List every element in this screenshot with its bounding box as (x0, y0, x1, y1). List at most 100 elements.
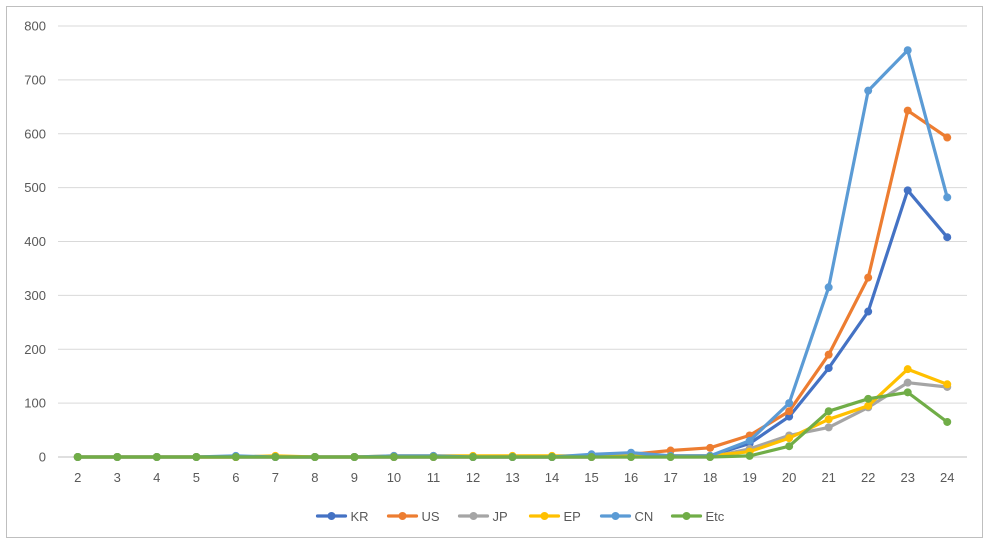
x-tick-label: 18 (703, 470, 717, 485)
series-us (73, 106, 952, 461)
data-point (824, 415, 833, 424)
data-point (468, 453, 477, 461)
data-point (271, 453, 280, 461)
data-point (73, 453, 82, 461)
data-point (943, 133, 952, 142)
x-tick-label: 14 (545, 470, 559, 485)
x-tick-label: 15 (584, 470, 598, 485)
data-point (903, 46, 912, 55)
legend-item-kr[interactable]: KR (315, 509, 369, 524)
data-point (943, 417, 952, 426)
x-tick-label: 10 (387, 470, 401, 485)
data-point (903, 106, 912, 115)
y-tick-label: 200 (24, 342, 46, 357)
legend-item-us[interactable]: US (386, 509, 440, 524)
x-tick-label: 2 (74, 470, 81, 485)
x-tick-label: 9 (351, 470, 358, 485)
y-tick-label: 300 (24, 288, 46, 303)
legend-label: Etc (706, 509, 725, 524)
legend-item-cn[interactable]: CN (599, 509, 654, 524)
data-point (785, 407, 794, 416)
data-point (864, 86, 873, 95)
data-point (824, 407, 833, 416)
series-lines (73, 46, 952, 461)
data-point (785, 442, 794, 451)
x-tick-label: 8 (311, 470, 318, 485)
data-point (903, 186, 912, 195)
data-point (429, 453, 438, 461)
data-point (389, 453, 398, 461)
y-tick-label: 500 (24, 180, 46, 195)
y-axis-ticks: 0 100 200 300 400 500 600 700 800 (24, 19, 46, 465)
y-tick-label: 800 (24, 19, 46, 34)
x-tick-label: 6 (232, 470, 239, 485)
data-point (113, 453, 122, 461)
x-tick-label: 23 (900, 470, 914, 485)
x-tick-label: 4 (153, 470, 160, 485)
data-point (666, 453, 675, 461)
data-point (943, 193, 952, 202)
data-point (785, 399, 794, 408)
data-point (152, 453, 161, 461)
legend-marker (327, 512, 336, 520)
data-point (943, 233, 952, 242)
x-tick-label: 22 (861, 470, 875, 485)
y-tick-label: 700 (24, 72, 46, 87)
y-tick-label: 600 (24, 126, 46, 141)
data-point (310, 453, 319, 461)
data-point (824, 350, 833, 359)
data-point (864, 307, 873, 316)
legend-label: CN (635, 509, 654, 524)
data-point (824, 364, 833, 373)
legend-marker (611, 512, 620, 520)
x-tick-label: 19 (742, 470, 756, 485)
data-point (508, 453, 517, 461)
series-line (76, 108, 949, 459)
data-point (903, 388, 912, 397)
legend-marker (469, 512, 478, 520)
data-point (824, 423, 833, 432)
legend-marker (540, 512, 549, 520)
legend-label: US (422, 509, 440, 524)
chart-frame (6, 6, 983, 538)
data-point (706, 453, 715, 461)
x-tick-label: 17 (663, 470, 677, 485)
legend-item-jp[interactable]: JP (457, 509, 508, 524)
data-point (627, 453, 636, 461)
x-tick-label: 11 (427, 470, 441, 485)
x-axis-ticks: 2 3 4 5 6 7 8 9 10 11 12 13 14 15 16 17 18 19 20 21 22 23 24 (74, 470, 954, 485)
data-point (745, 451, 754, 460)
data-point (231, 453, 240, 461)
data-point (864, 394, 873, 403)
series-line (76, 48, 949, 459)
legend-label: EP (564, 509, 581, 524)
data-point (903, 365, 912, 374)
x-tick-label: 13 (505, 470, 519, 485)
data-point (548, 453, 557, 461)
data-point (706, 443, 715, 452)
data-point (745, 436, 754, 445)
x-tick-label: 20 (782, 470, 796, 485)
series-cn (73, 46, 952, 461)
legend-label: JP (493, 509, 508, 524)
data-point (350, 453, 359, 461)
legend-marker (682, 512, 691, 520)
series-etc (73, 388, 952, 461)
x-tick-label: 24 (940, 470, 954, 485)
data-point (903, 378, 912, 387)
legend-item-etc[interactable]: Etc (670, 509, 725, 524)
data-point (587, 453, 596, 461)
legend-marker (398, 512, 407, 520)
data-point (864, 401, 873, 410)
y-tick-label: 400 (24, 234, 46, 249)
legend-label: KR (351, 509, 369, 524)
x-tick-label: 5 (193, 470, 200, 485)
legend-item-ep[interactable]: EP (528, 509, 581, 524)
data-point (864, 273, 873, 282)
x-tick-label: 12 (466, 470, 480, 485)
data-point (824, 283, 833, 292)
x-tick-label: 7 (272, 470, 279, 485)
data-point (943, 380, 952, 389)
y-tick-label: 100 (24, 396, 46, 411)
